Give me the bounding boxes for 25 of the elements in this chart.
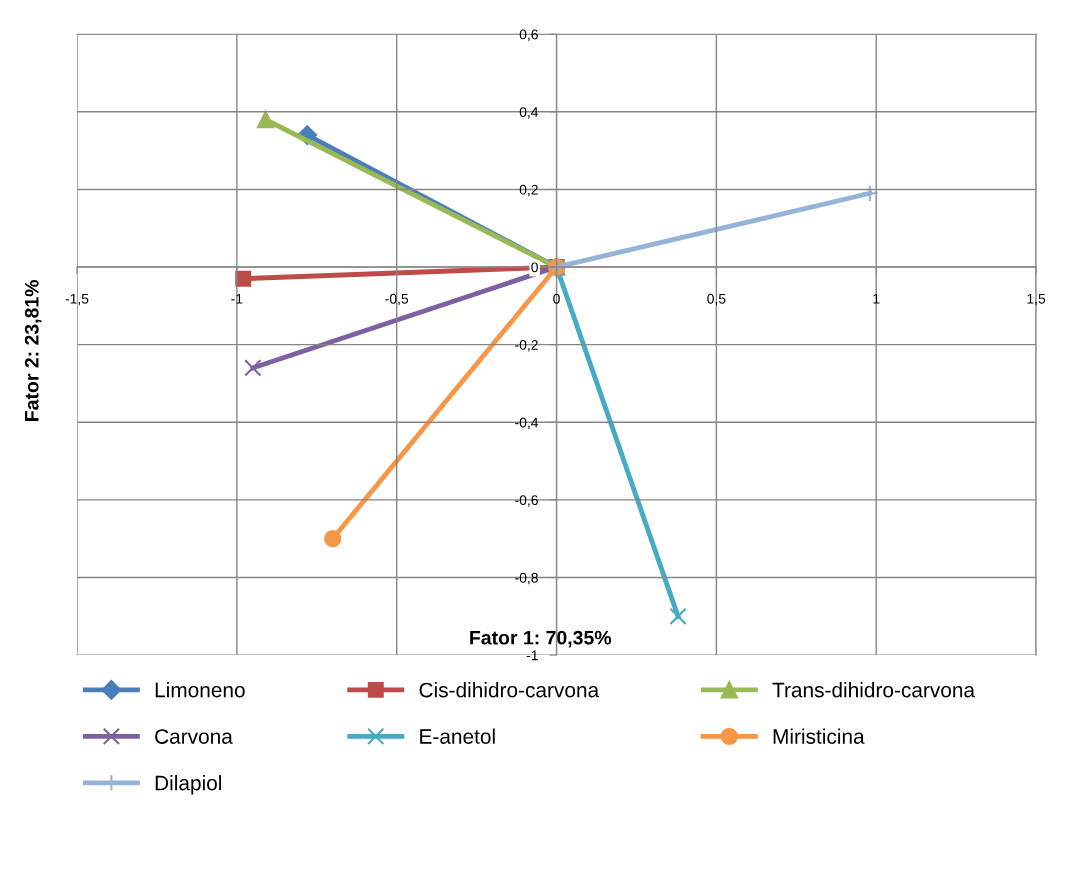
legend-label: Limoneno (155, 682, 245, 698)
legend-label: Trans-dihidro-carvona (772, 682, 976, 698)
y-tick-label: -0,4 (515, 417, 539, 430)
x-tick-label: -1 (231, 293, 243, 304)
y-tick-label: -0,2 (515, 340, 538, 352)
y-axis-title: Fator 2: 23,81% (24, 280, 42, 421)
y-tick-label: 0 (531, 262, 538, 273)
y-tick-label: -0,6 (515, 495, 538, 507)
x-tick-label: -1,5 (65, 293, 89, 306)
x-tick-label: 1 (873, 293, 880, 304)
y-tick-label: 0,4 (519, 107, 539, 119)
legend-label: Miristicina (773, 728, 865, 744)
legend-label: E-anetol (420, 728, 495, 744)
x-tick-label: 1,5 (1027, 293, 1046, 306)
legend-label: Dilapiol (155, 775, 222, 795)
y-tick-label: 0,6 (519, 29, 538, 42)
x-tick-label: -0,5 (385, 293, 409, 306)
legend-label: Carvona (155, 729, 233, 744)
x-tick-label: 0 (553, 293, 560, 304)
y-tick-label: -0,8 (515, 572, 538, 585)
x-axis-title: Fator 1: 70,35% (470, 630, 612, 648)
x-tick-label: 0,5 (707, 293, 726, 306)
y-tick-label: 0,2 (519, 184, 538, 197)
y-tick-label: -1 (526, 650, 538, 661)
legend-label: Cis-dihidro-carvona (419, 682, 600, 698)
